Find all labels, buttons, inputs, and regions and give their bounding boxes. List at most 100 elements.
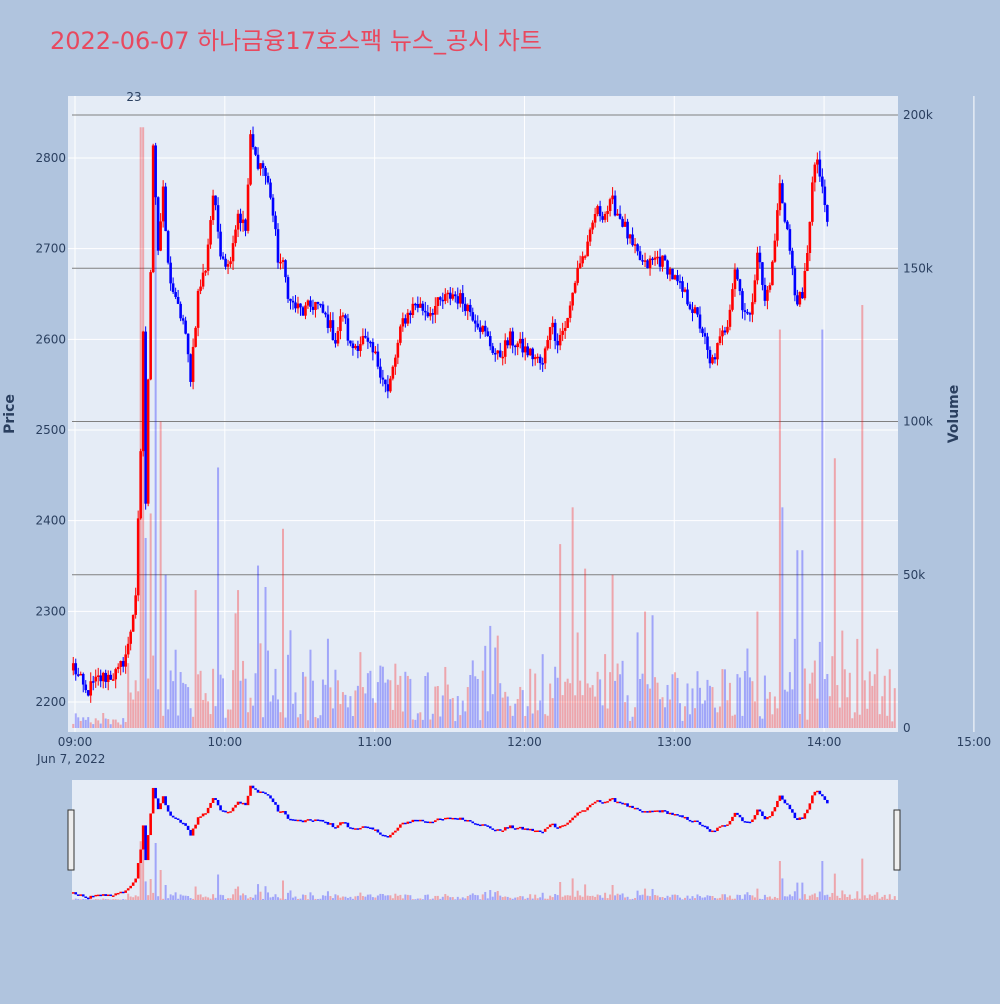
rangeslider-candle: [139, 849, 142, 863]
rangeslider-volume-bar: [95, 899, 97, 900]
rangeslider-volume-bar: [744, 894, 746, 900]
volume-bar: [487, 711, 489, 728]
candle: [494, 353, 497, 355]
candle: [154, 145, 157, 197]
rangeslider-candle: [471, 822, 474, 824]
volume-bar: [377, 682, 379, 728]
volume-bar: [97, 720, 99, 728]
volume-bar: [729, 683, 731, 728]
volume-bar: [334, 670, 336, 728]
rangeslider-candle: [691, 821, 694, 823]
candle: [531, 349, 534, 359]
rangeslider-candle: [771, 811, 774, 816]
rangeslider-volume-bar: [447, 896, 449, 900]
rangeslider-candle: [816, 791, 819, 793]
rangeslider-volume-bar: [497, 891, 499, 900]
volume-bar: [392, 710, 394, 728]
candle: [182, 318, 185, 320]
volume-bar: [627, 695, 629, 728]
rangeslider-volume-bar: [230, 898, 232, 900]
rangeslider-volume-bar: [349, 897, 351, 900]
rangeslider-volume-bar: [841, 890, 843, 900]
volume-bar: [769, 692, 771, 728]
candle: [339, 316, 342, 331]
rangeslider-left-handle[interactable]: [68, 810, 74, 870]
volume-tick-label: 200k: [903, 108, 933, 122]
candle: [247, 185, 250, 231]
candle: [754, 280, 757, 302]
candle: [329, 320, 332, 328]
candle: [476, 324, 479, 328]
candle: [461, 293, 464, 304]
volume-bar: [347, 707, 349, 728]
rangeslider-candle: [234, 805, 237, 808]
candle: [332, 320, 335, 340]
volume-bar: [292, 704, 294, 728]
rangeslider-volume-bar: [392, 898, 394, 900]
rangeslider-candle: [369, 827, 372, 829]
rangeslider-candle: [74, 892, 77, 894]
rangeslider-candle: [546, 827, 549, 829]
rangeslider-candle: [584, 810, 587, 812]
volume-bar: [577, 632, 579, 728]
volume-bar: [352, 716, 354, 728]
candle: [84, 685, 87, 691]
candle: [691, 309, 694, 313]
rangeslider-candle: [549, 825, 552, 828]
rangeslider-candle: [267, 794, 270, 796]
volume-bar: [230, 710, 232, 728]
volume-bar: [579, 681, 581, 728]
candle: [127, 644, 130, 655]
volume-bar: [734, 715, 736, 728]
rangeslider-volume-bar: [524, 899, 526, 900]
rangeslider-volume-bar: [691, 896, 693, 900]
rangeslider-volume-bar: [277, 897, 279, 900]
rangeslider-candle: [574, 816, 577, 818]
volume-bar: [112, 720, 114, 728]
rangeslider-volume-bar: [799, 899, 801, 900]
rangeslider-candle: [82, 894, 85, 896]
rangeslider[interactable]: [72, 780, 898, 900]
volume-bar: [459, 715, 461, 728]
rangeslider-volume-bar: [242, 893, 244, 900]
volume-bar: [267, 651, 269, 728]
volume-bar: [374, 703, 376, 728]
volume-bar: [397, 685, 399, 728]
candle: [327, 314, 330, 328]
volume-bar: [409, 679, 411, 728]
rangeslider-volume-bar: [102, 899, 104, 900]
rangeslider-candle: [564, 825, 567, 827]
volume-bar: [764, 676, 766, 728]
rangeslider-volume-bar: [127, 894, 129, 900]
volume-bar: [756, 612, 758, 728]
rangeslider-volume-bar: [265, 886, 267, 900]
rangeslider-candle: [379, 832, 382, 834]
volume-bar: [357, 686, 359, 728]
rangeslider-volume-bar: [427, 895, 429, 900]
rangeslider-candle: [741, 817, 744, 821]
rangeslider-candle: [342, 822, 345, 824]
volume-bar: [567, 679, 569, 728]
rangeslider-volume-bar: [687, 896, 689, 900]
rangeslider-volume-bar: [839, 898, 841, 900]
candle: [624, 222, 627, 227]
rangeslider-candle: [649, 811, 652, 813]
rangeslider-volume-bar: [404, 894, 406, 900]
rangeslider-volume-bar: [512, 899, 514, 900]
volume-bar: [776, 708, 778, 728]
rangeslider-volume-bar: [105, 899, 107, 900]
rangeslider-right-handle[interactable]: [894, 810, 900, 870]
volume-bar: [447, 685, 449, 728]
rangeslider-volume-bar: [82, 899, 84, 900]
candle: [604, 214, 607, 220]
candle: [509, 331, 512, 345]
rangeslider-candle: [227, 812, 230, 814]
volume-bar: [342, 692, 344, 728]
volume-bar: [367, 673, 369, 728]
volume-bar: [265, 587, 267, 728]
rangeslider-volume-bar: [147, 895, 149, 900]
rangeslider-candle: [194, 825, 197, 829]
rangeslider-volume-bar: [237, 887, 239, 901]
rangeslider-volume-bar: [552, 897, 554, 900]
rangeslider-volume-bar: [294, 897, 296, 900]
